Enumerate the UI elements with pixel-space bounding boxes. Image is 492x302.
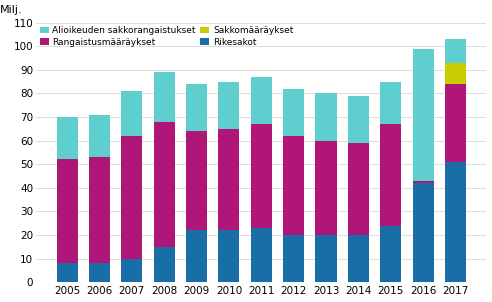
Bar <box>57 159 78 263</box>
Bar <box>154 72 175 122</box>
Bar <box>283 89 304 136</box>
Bar <box>121 259 142 282</box>
Bar <box>121 136 142 259</box>
Bar <box>445 39 466 63</box>
Bar <box>445 63 466 84</box>
Bar <box>315 141 337 235</box>
Bar <box>251 77 272 124</box>
Bar <box>121 91 142 136</box>
Bar <box>251 228 272 282</box>
Bar <box>413 183 433 282</box>
Bar <box>348 235 369 282</box>
Bar <box>380 82 401 124</box>
Legend: Alioikeuden sakkorangaistukset, Rangaistusmääräykset, Sakkomääräykset, Rikesakot: Alioikeuden sakkorangaistukset, Rangaist… <box>38 24 295 49</box>
Bar <box>57 263 78 282</box>
Bar <box>218 129 240 230</box>
Bar <box>348 96 369 143</box>
Bar <box>380 226 401 282</box>
Bar <box>186 230 207 282</box>
Bar <box>218 230 240 282</box>
Bar <box>57 117 78 159</box>
Bar <box>154 122 175 247</box>
Bar <box>186 131 207 230</box>
Bar <box>154 247 175 282</box>
Bar <box>218 82 240 129</box>
Bar <box>445 162 466 282</box>
Bar <box>348 143 369 235</box>
Bar <box>315 235 337 282</box>
Bar <box>89 115 110 157</box>
Bar <box>283 136 304 235</box>
Bar <box>413 181 433 183</box>
Text: Milj.: Milj. <box>0 5 23 15</box>
Bar <box>186 84 207 131</box>
Bar <box>89 157 110 263</box>
Bar <box>251 124 272 228</box>
Bar <box>380 124 401 226</box>
Bar <box>283 235 304 282</box>
Bar <box>445 84 466 162</box>
Bar <box>89 263 110 282</box>
Bar <box>315 93 337 141</box>
Bar <box>413 49 433 181</box>
